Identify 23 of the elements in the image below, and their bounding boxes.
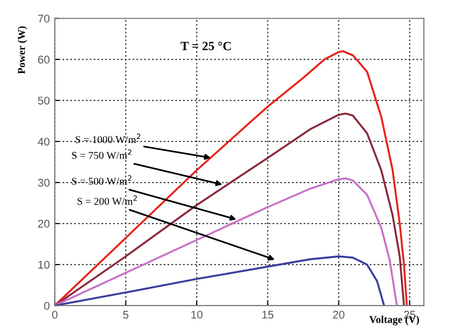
y-tick-label: 30 xyxy=(38,178,50,187)
y-tick-label: 60 xyxy=(38,56,50,64)
annotation: T = 25 °C xyxy=(180,42,231,50)
line-series xyxy=(54,50,408,306)
y-tick-label: 0 xyxy=(44,302,50,310)
y-tick-label: 10 xyxy=(38,260,50,269)
y-tick-label: 40 xyxy=(38,138,50,146)
annotation: S = 750 W/m$^{2}$ xyxy=(72,149,132,159)
line-series xyxy=(54,177,398,306)
x-tick-label: 0 xyxy=(52,310,58,319)
annotation: S = 200 W/m$^{2}$ xyxy=(78,195,137,205)
x-tick-label: 5 xyxy=(123,310,128,319)
line-series xyxy=(54,255,386,306)
annotation: S = 500 W/m$^{2}$ xyxy=(72,175,132,185)
x-tick-label: 15 xyxy=(262,310,274,319)
annotation: S = 1000 W/m$^{2}$ xyxy=(76,134,140,144)
y-tick-label: 70 xyxy=(38,14,50,23)
line-series xyxy=(54,112,405,306)
y-axis-title: Power (W) xyxy=(18,26,28,74)
x-tick-label: 20 xyxy=(333,310,344,319)
y-tick-label: 50 xyxy=(38,96,50,105)
x-tick-label: 10 xyxy=(191,310,202,319)
y-tick-label: 20 xyxy=(38,220,50,228)
